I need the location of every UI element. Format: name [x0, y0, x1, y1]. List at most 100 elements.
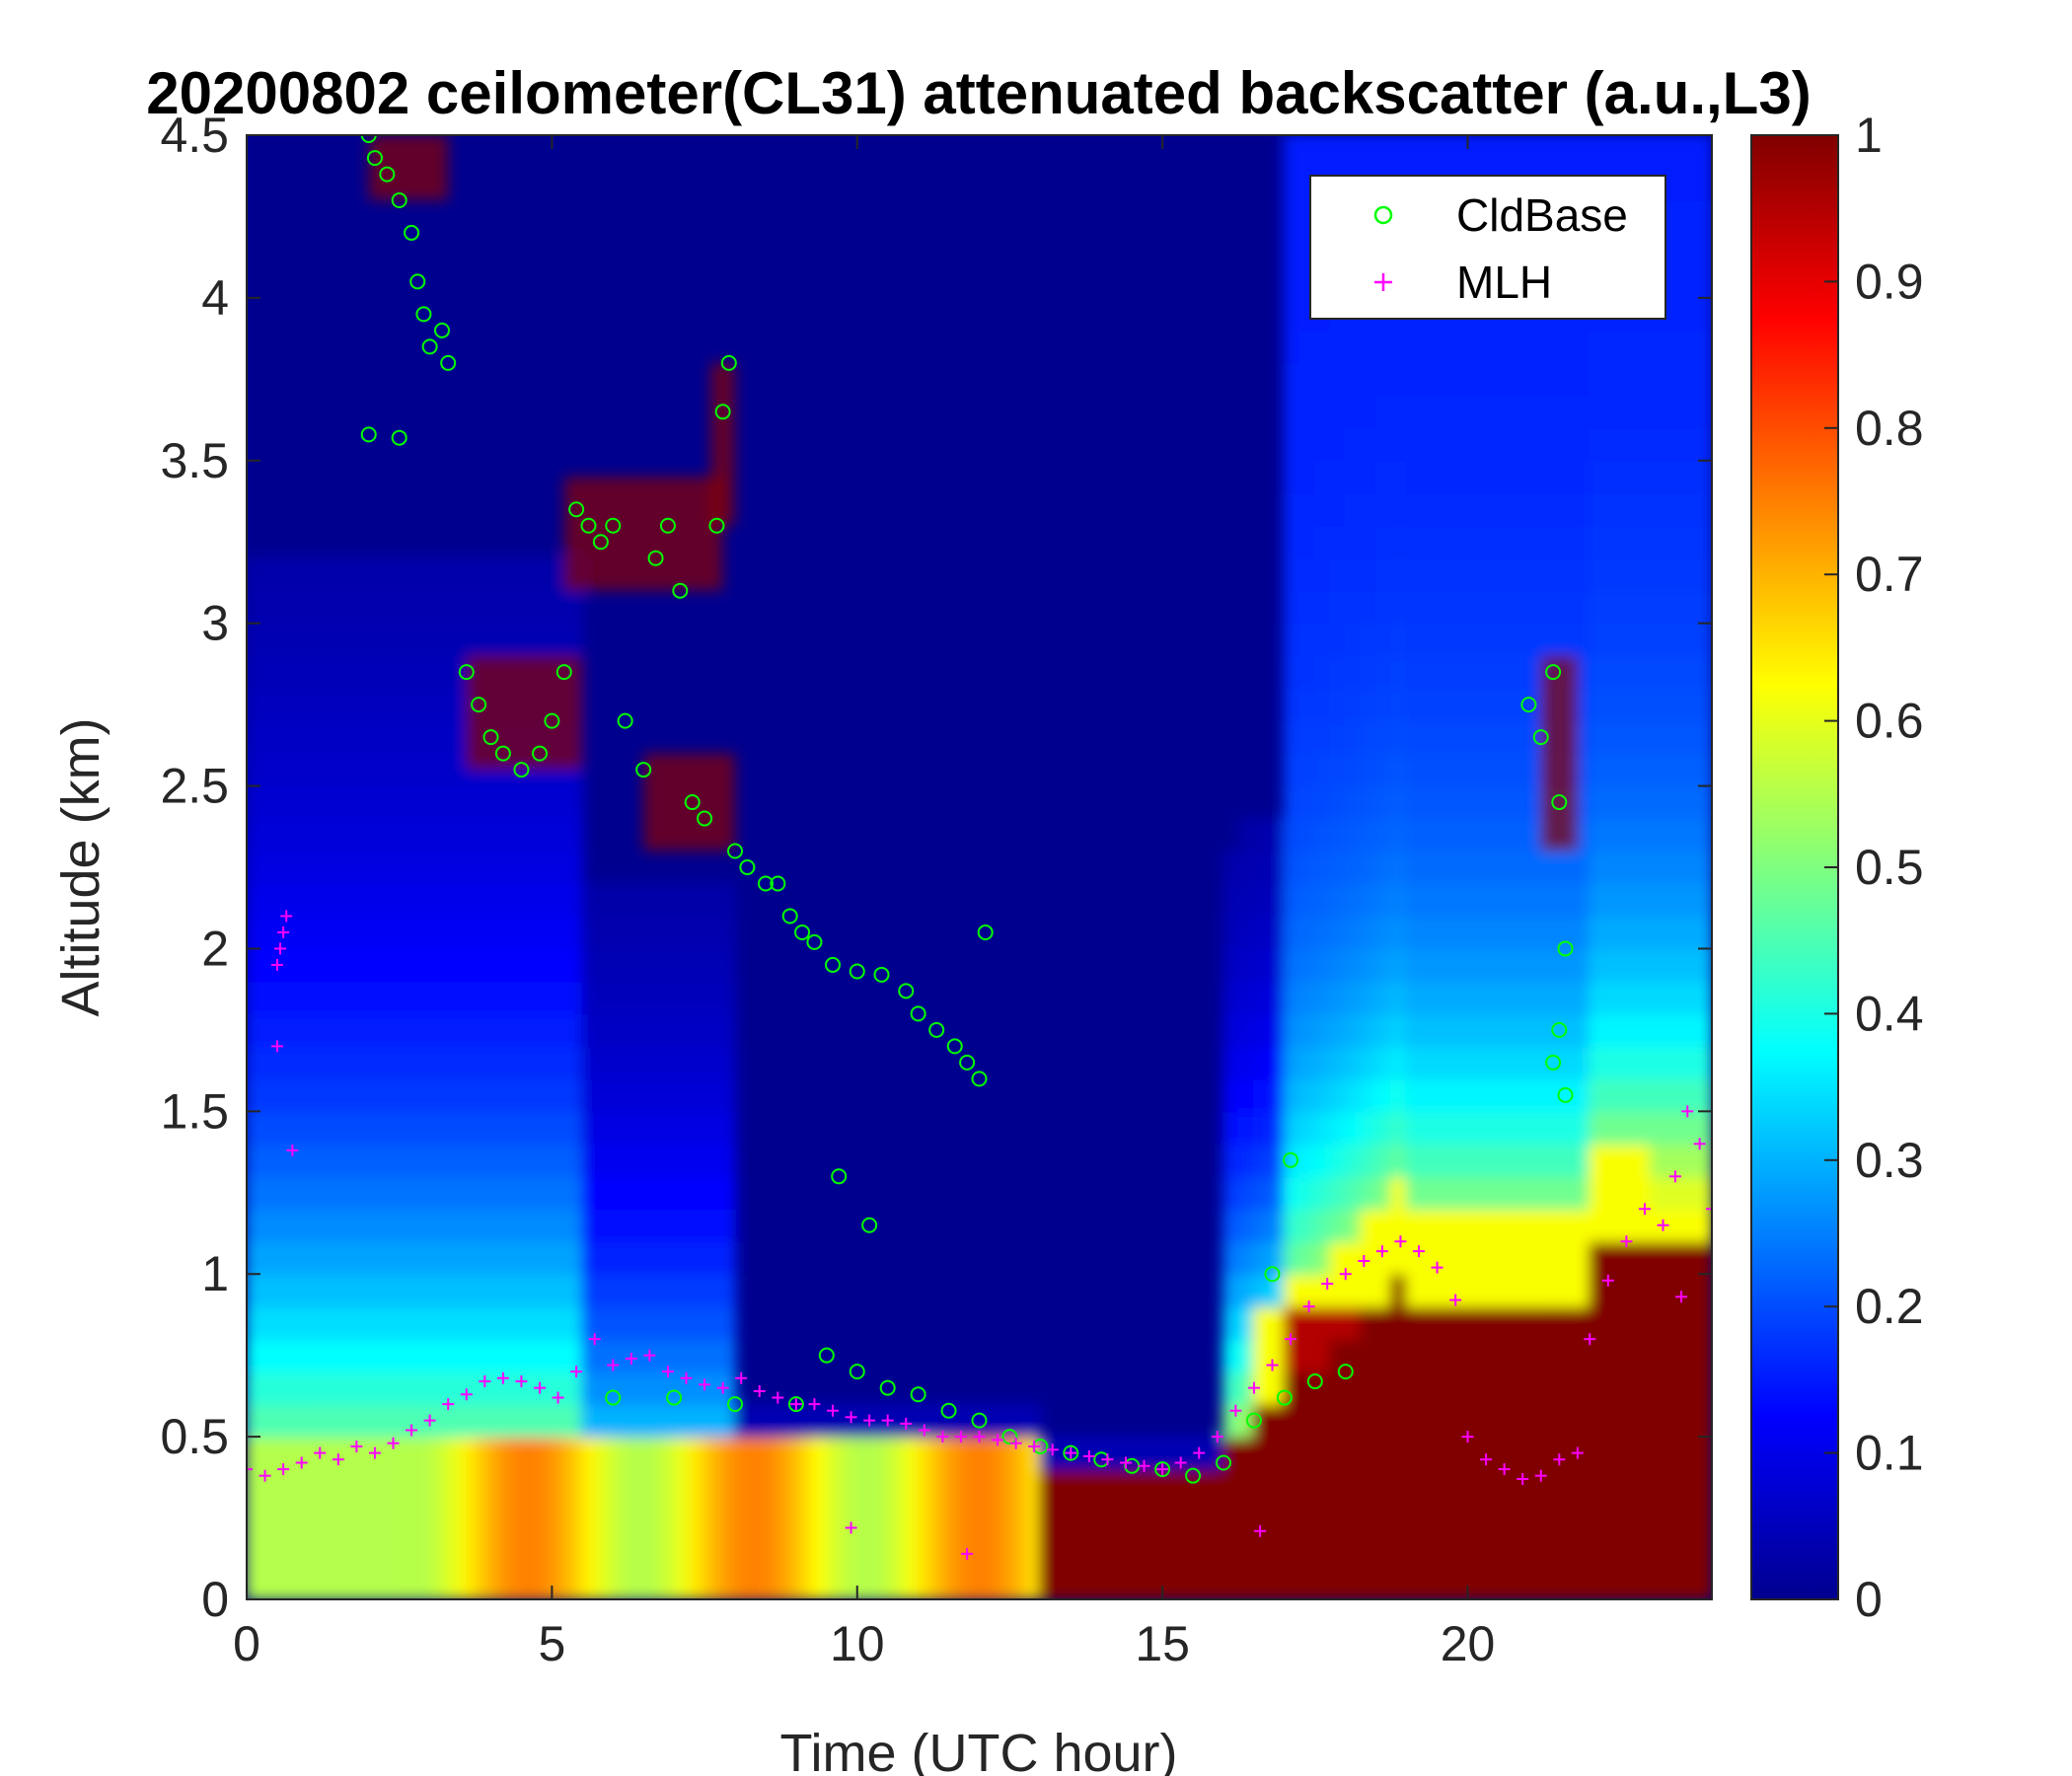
field-cell	[718, 1533, 736, 1569]
mlh-point	[295, 1456, 308, 1469]
field-cell	[642, 1436, 660, 1471]
field-cell	[657, 1370, 676, 1406]
field-cell	[1268, 915, 1286, 950]
field-cell	[1313, 524, 1332, 559]
cldbase-point	[910, 1005, 926, 1022]
field-cell	[459, 1403, 478, 1439]
field-cell	[504, 1045, 523, 1080]
field-cell	[398, 1012, 416, 1048]
field-cell	[1313, 752, 1332, 787]
field-cell	[855, 1436, 874, 1471]
field-cell	[1283, 1077, 1301, 1113]
field-cell	[627, 1436, 645, 1471]
field-cell	[565, 1533, 584, 1569]
mlh-point	[1302, 1300, 1315, 1313]
field-cell	[657, 980, 676, 1015]
field-cell	[459, 817, 478, 852]
field-cell	[703, 882, 721, 918]
field-cell	[551, 1012, 568, 1048]
field-cell	[306, 1175, 325, 1211]
field-cell	[703, 1338, 721, 1373]
field-cell	[642, 1468, 660, 1504]
field-cell	[1665, 915, 1683, 950]
field-cell	[1481, 394, 1500, 429]
field-cell	[718, 1208, 736, 1243]
field-cell	[1558, 329, 1576, 364]
field-cell	[383, 1175, 401, 1211]
field-cell	[1695, 263, 1712, 299]
cldbase-point	[458, 664, 475, 681]
field-cell	[459, 1436, 478, 1471]
field-cell	[398, 882, 416, 918]
field-cell	[1374, 1143, 1393, 1178]
field-cell	[1222, 1468, 1240, 1504]
field-cell	[504, 1175, 523, 1211]
field-cell	[1466, 524, 1484, 559]
field-cell	[247, 1501, 263, 1536]
field-cell	[459, 980, 478, 1015]
field-cell	[306, 784, 325, 820]
field-cell	[1650, 1533, 1667, 1569]
field-cell	[1344, 491, 1363, 527]
field-cell	[247, 1370, 263, 1406]
mlh-point	[1571, 1446, 1584, 1459]
field-cell	[1360, 752, 1377, 787]
field-cell	[1298, 1012, 1316, 1048]
field-cell	[1298, 394, 1316, 429]
field-cell	[1313, 654, 1332, 690]
field-cell	[1436, 687, 1454, 722]
field-cell	[565, 1175, 584, 1211]
field-cell	[1360, 947, 1377, 983]
mlh-point	[350, 1441, 363, 1453]
field-cell	[428, 1175, 447, 1211]
field-cell	[1436, 1273, 1454, 1308]
field-cell	[1497, 1240, 1515, 1276]
field-cell	[336, 850, 355, 885]
field-cell	[413, 915, 431, 950]
field-cell	[475, 1273, 492, 1308]
field-cell	[352, 1566, 370, 1599]
field-cell	[444, 980, 462, 1015]
cldbase-point	[727, 1396, 743, 1413]
field-cell	[673, 1110, 691, 1146]
field-cell	[673, 1012, 691, 1048]
field-cell	[1481, 784, 1500, 820]
field-cell	[1451, 491, 1469, 527]
field-cell	[642, 1143, 660, 1178]
cldbase-point	[555, 664, 572, 681]
field-cell	[1374, 1240, 1393, 1276]
field-cell	[1634, 426, 1653, 462]
field-cell	[247, 1338, 263, 1373]
field-cell	[1619, 329, 1637, 364]
y-tick-label: 1	[201, 1246, 229, 1301]
field-cell	[1527, 947, 1545, 983]
field-cell	[1619, 980, 1637, 1015]
field-cell	[535, 817, 554, 852]
cldbase-point	[720, 354, 737, 371]
field-cell	[428, 947, 447, 983]
field-cell	[581, 1273, 599, 1308]
field-cell	[1527, 1077, 1545, 1113]
field-cell	[1283, 1045, 1301, 1080]
field-cell	[1451, 1045, 1469, 1080]
field-cell	[565, 947, 584, 983]
field-cell	[1466, 1436, 1484, 1471]
field-cell	[1268, 1012, 1286, 1048]
cldbase-point	[849, 963, 865, 980]
field-cell	[1421, 135, 1439, 169]
field-cell	[1222, 1012, 1240, 1048]
field-cell	[260, 622, 278, 657]
field-cell	[1665, 719, 1683, 755]
field-cell	[1497, 135, 1515, 169]
field-cell	[1512, 1240, 1530, 1276]
field-cell	[718, 1436, 736, 1471]
field-cell	[932, 1566, 950, 1599]
field-cell	[1497, 752, 1515, 787]
field-cell	[657, 1273, 676, 1308]
field-cell	[1268, 1370, 1286, 1406]
field-cell	[1421, 882, 1439, 918]
field-cell	[1466, 491, 1484, 527]
field-cell	[1527, 1533, 1545, 1569]
field-cell	[1405, 329, 1424, 364]
cldbase-point	[861, 1217, 878, 1233]
